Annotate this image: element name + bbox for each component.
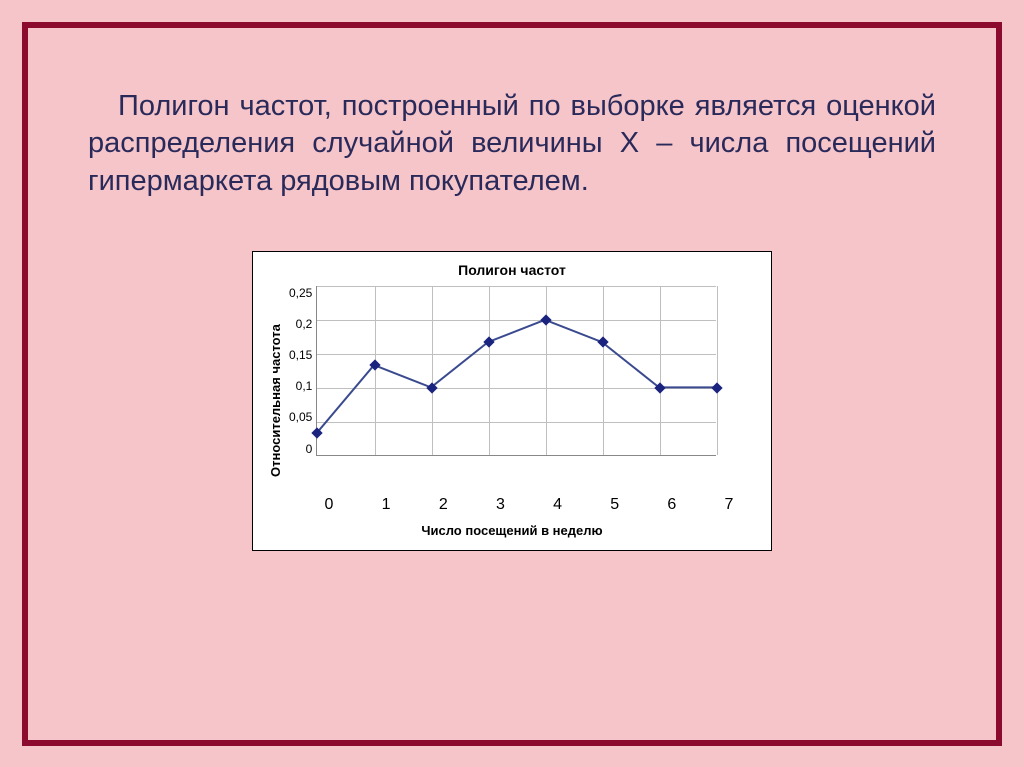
x-tick-label: 1 <box>358 496 415 514</box>
main-paragraph: Полигон частот, построенный по выборке я… <box>88 88 936 201</box>
y-tick-label: 0,2 <box>289 317 312 331</box>
main-text-content: Полигон частот, построенный по выборке я… <box>88 90 936 197</box>
x-tick-label: 3 <box>472 496 529 514</box>
chart-wrapper: Полигон частот Относительная частота 0,2… <box>88 251 936 551</box>
x-tick-label: 4 <box>529 496 586 514</box>
chart-body: Относительная частота 0,25 0,2 0,15 0,1 0,05… <box>268 286 756 516</box>
x-tick-label: 6 <box>643 496 700 514</box>
x-axis-label: Число посещений в неделю <box>253 523 771 538</box>
y-tick-label: 0,15 <box>289 348 312 362</box>
x-ticks: 01234567 <box>300 496 757 514</box>
x-tick-label: 5 <box>586 496 643 514</box>
v-gridline <box>717 286 718 455</box>
y-tick-label: 0,05 <box>289 410 312 424</box>
chart-title: Полигон частот <box>268 262 756 278</box>
y-tick-label: 0,25 <box>289 286 312 300</box>
chart-line <box>317 286 716 455</box>
plot-zone: 0,25 0,2 0,15 0,1 0,05 0 <box>289 286 756 516</box>
y-tick-label: 0 <box>289 442 312 456</box>
slide-frame: Полигон частот, построенный по выборке я… <box>22 22 1002 746</box>
y-ticks: 0,25 0,2 0,15 0,1 0,05 0 <box>289 286 316 456</box>
y-axis-label: Относительная частота <box>268 286 283 516</box>
x-tick-label: 2 <box>415 496 472 514</box>
chart-box: Полигон частот Относительная частота 0,2… <box>252 251 772 551</box>
x-tick-label: 7 <box>700 496 757 514</box>
y-tick-label: 0,1 <box>289 379 312 393</box>
x-tick-label: 0 <box>300 496 357 514</box>
plot-area <box>316 286 716 456</box>
